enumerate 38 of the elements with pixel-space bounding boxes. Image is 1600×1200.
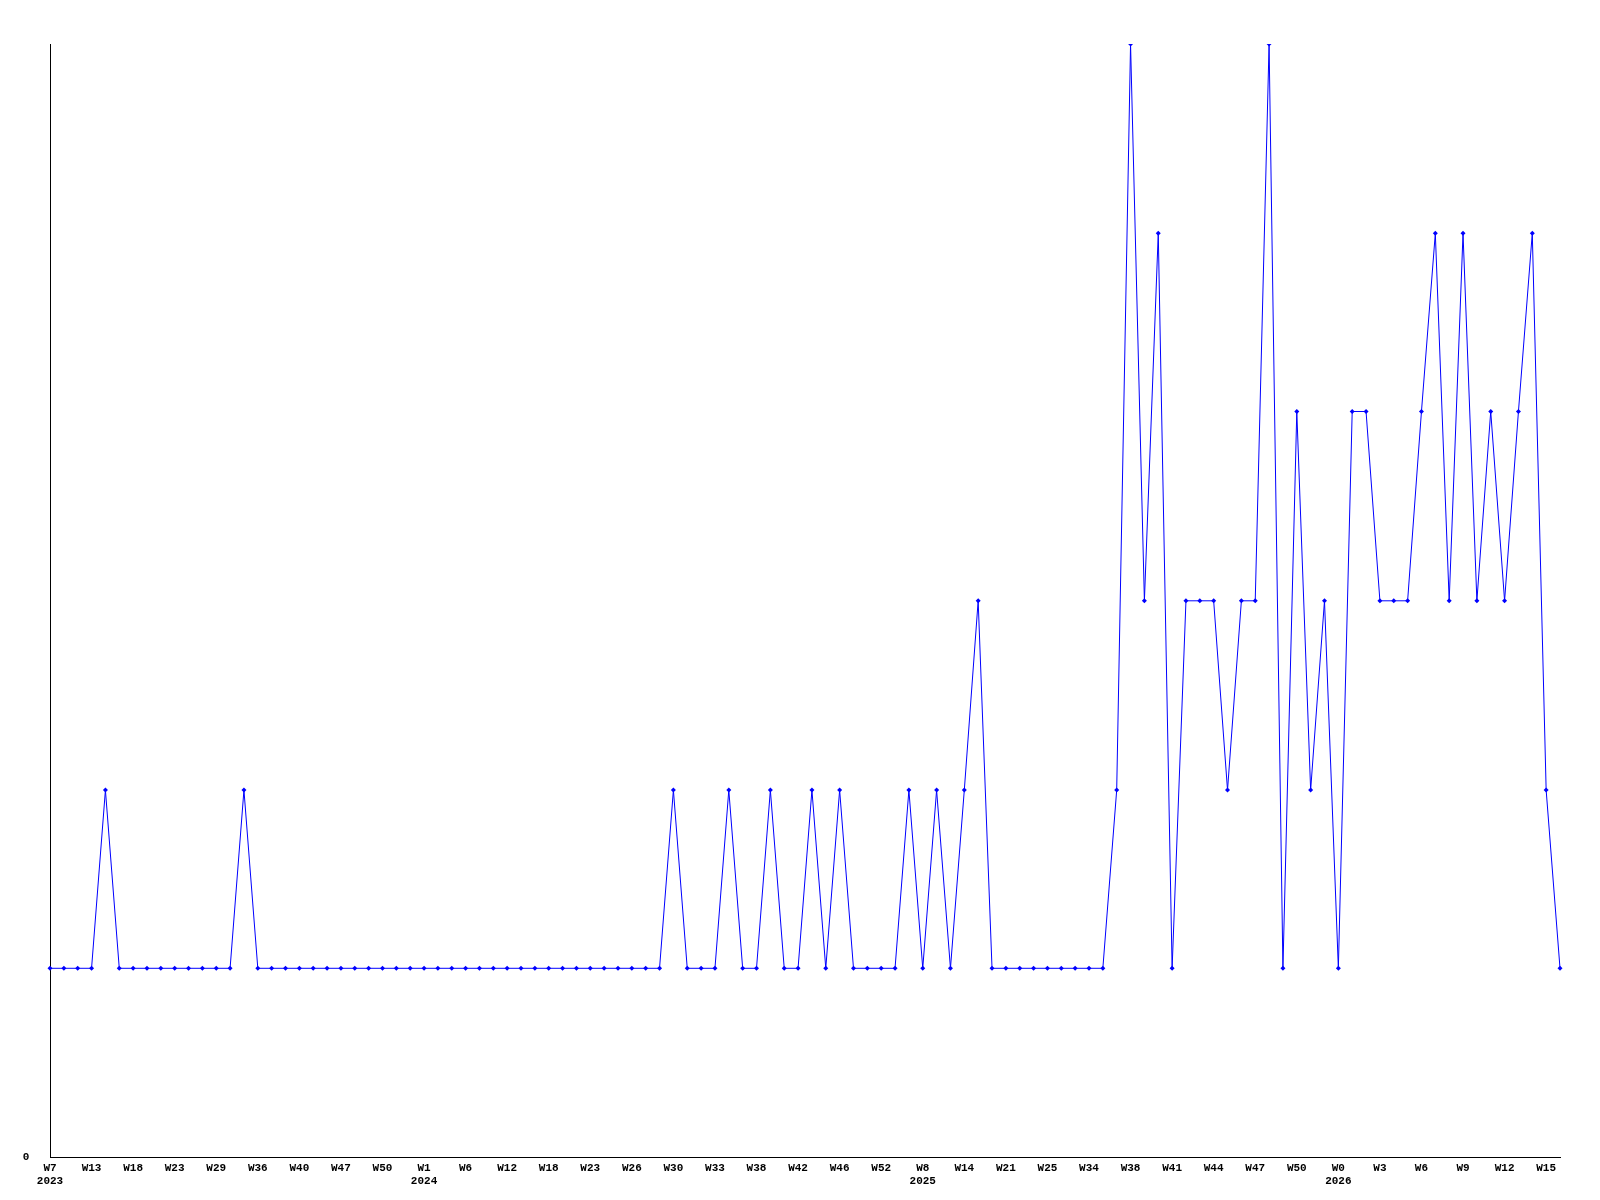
x-tick-label: W47 [1245,1161,1266,1174]
x-tick-label: W13 [81,1161,102,1174]
x-tick-label: W23 [580,1161,601,1174]
x-tick-label: W26 [621,1161,642,1174]
x-tick-label: W29 [206,1161,227,1174]
x-tick-label: W18 [538,1161,560,1174]
x-tick-label: W50 [372,1161,393,1174]
x-tick-label: W8 2025 [909,1161,937,1188]
x-tick-label: W12 [1494,1161,1515,1174]
x-tick-label: W44 [1203,1161,1224,1174]
x-tick-label: W6 [458,1161,473,1174]
text: 0 [22,1151,30,1164]
x-tick-label: W42 [788,1161,808,1174]
x-tick-label: W25 [1037,1161,1058,1174]
x-tick-label: W47 [331,1161,351,1174]
x-tick-label: W6 [1414,1161,1429,1174]
x-tick-label: W21 [995,1161,1017,1174]
x-tick-label: W0 2026 [1325,1161,1352,1188]
x-tick-label: W34 [1079,1161,1100,1174]
x-tick-label: W52 [871,1161,892,1174]
x-tick-label: W33 [705,1161,726,1174]
x-tick-label: W18 [123,1161,144,1174]
x-tick-label: W36 [247,1161,268,1174]
x-tick-label: W12 [497,1161,518,1174]
x-tick-label: W7 2023 [36,1161,64,1188]
x-tick-label: W14 [954,1161,975,1174]
x-tick-label: W38 [1120,1161,1141,1174]
x-tick-label: W9 [1456,1161,1470,1174]
x-tick-label: W3 [1373,1161,1387,1174]
x-tick-label: W15 [1536,1161,1557,1174]
x-tick-label: W23 [164,1161,185,1174]
x-tick-label: W46 [829,1161,850,1174]
x-tick-label: W41 [1162,1161,1183,1174]
x-tick-label: W1 2024 [410,1161,438,1188]
x-tick-label: W50 [1286,1161,1307,1174]
x-tick-label: W40 [289,1161,310,1174]
x-tick-label: W30 [663,1161,684,1174]
x-tick-label: W38 [746,1161,767,1174]
